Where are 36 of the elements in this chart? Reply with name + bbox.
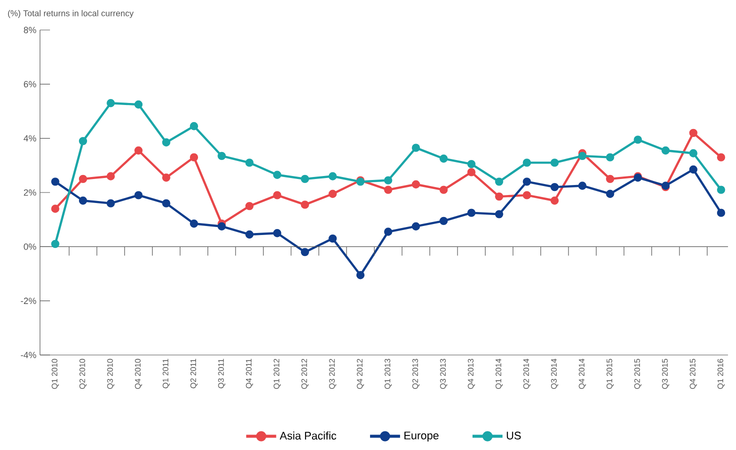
x-tick-label: Q1 2010 xyxy=(52,358,59,389)
x-tick-label: Q1 2015 xyxy=(606,358,614,389)
x-tick-label: Q4 2012 xyxy=(356,358,364,389)
x-tick-label: Q1 2011 xyxy=(162,358,170,388)
x-tick-label: Q2 2014 xyxy=(523,358,530,389)
legend-label: US xyxy=(506,432,521,440)
x-tick-label: Q2 2013 xyxy=(412,358,420,389)
x-tick-label: Q1 2012 xyxy=(274,358,281,389)
x-tick-label: Q3 2015 xyxy=(662,358,670,389)
x-tick-label: Q2 2015 xyxy=(634,358,642,389)
legend-label: Europe xyxy=(404,432,439,442)
x-tick-label: Q3 2012 xyxy=(329,358,336,389)
x-tick-label: Q3 2013 xyxy=(440,358,448,389)
x-tick-label: Q1 2014 xyxy=(496,358,503,389)
y-axis-title: (%) Total returns in local currency xyxy=(8,10,134,18)
x-tick-label: Q4 2014 xyxy=(578,358,586,389)
y-tick-label: 0% xyxy=(24,243,36,250)
x-tick-label: Q2 2011 xyxy=(190,358,198,388)
x-tick-label: Q4 2015 xyxy=(690,358,697,389)
x-tick-label: Q2 2010 xyxy=(79,358,87,389)
x-tick-label: Q3 2014 xyxy=(551,358,558,389)
y-tick-label: -4% xyxy=(20,352,36,358)
x-tick-label: Q3 2011 xyxy=(218,358,226,388)
y-tick-label: 6% xyxy=(24,80,36,88)
x-tick-label: Q4 2010 xyxy=(134,358,142,389)
y-tick-label: 8% xyxy=(24,26,36,34)
x-tick-label: Q2 2012 xyxy=(301,358,308,389)
legend-label: Asia Pacific xyxy=(280,432,336,440)
x-tick-label: Q1 2013 xyxy=(384,358,392,389)
y-tick-label: -2% xyxy=(20,298,36,304)
y-tick-label: 4% xyxy=(24,135,36,142)
x-tick-label: Q4 2011 xyxy=(246,358,253,388)
y-tick-label: 2% xyxy=(24,189,36,196)
x-tick-label: Q4 2013 xyxy=(468,358,475,389)
x-tick-label: Q3 2010 xyxy=(107,358,114,389)
x-tick-label: Q1 2016 xyxy=(718,358,725,389)
